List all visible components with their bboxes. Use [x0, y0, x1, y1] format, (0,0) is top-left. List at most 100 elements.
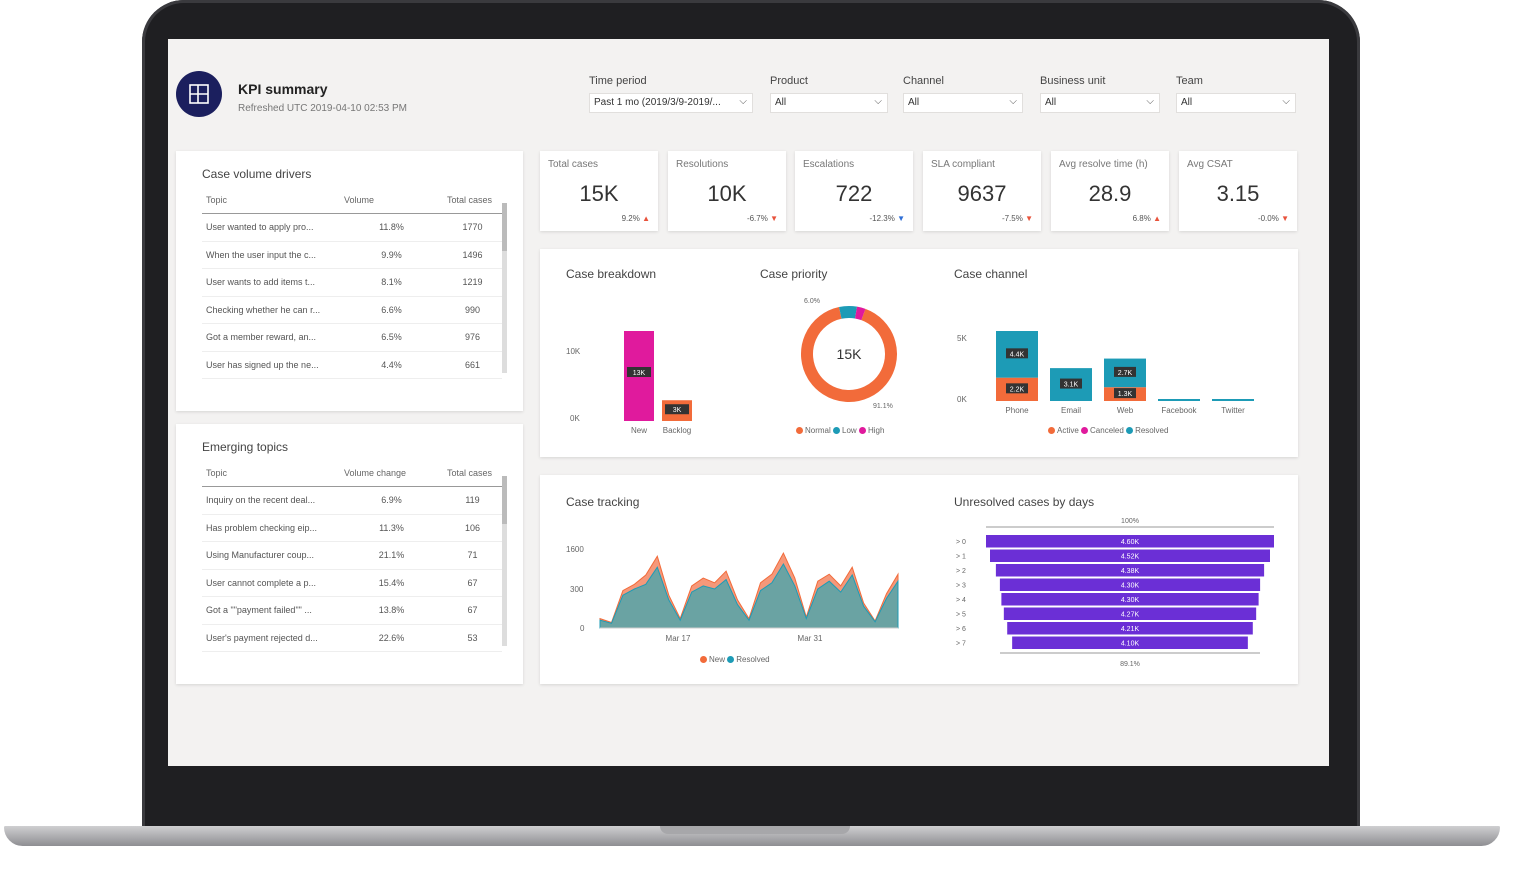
column-header-topic[interactable]: Topic: [202, 460, 340, 487]
channel-legend: Active Canceled Resolved: [1048, 426, 1168, 435]
table-row[interactable]: Inquiry on the recent deal... 6.9% 119: [202, 486, 502, 515]
table-row[interactable]: Has problem checking eip... 11.3% 106: [202, 514, 502, 542]
x-tick-label: Facebook: [1161, 406, 1197, 415]
topic-cell: Got a ""payment failed"" ...: [202, 596, 340, 625]
total-cell: 661: [443, 351, 502, 379]
value-cell: 8.1%: [340, 268, 443, 297]
y-tick-label: 1600: [566, 545, 584, 554]
kpi-tile[interactable]: Avg resolve time (h) 28.9 6.8% ▲: [1051, 151, 1169, 231]
column-header-topic[interactable]: Topic: [202, 187, 340, 214]
filter-label: Team: [1176, 75, 1203, 87]
value-cell: 6.5%: [340, 323, 443, 352]
y-tick-label: 10K: [566, 347, 581, 356]
value-cell: 9.9%: [340, 241, 443, 269]
table-row[interactable]: User's payment rejected d... 22.6% 53: [202, 624, 502, 652]
drivers-table: Topic Volume Total cases User wanted to …: [202, 187, 502, 379]
kpi-label: Total cases: [548, 159, 599, 170]
column-header-total-cases[interactable]: Total cases: [443, 187, 502, 214]
filter-label: Time period: [589, 75, 647, 87]
case-volume-drivers-card: Case volume drivers Topic Volume Total c…: [176, 151, 523, 411]
filter-channel[interactable]: Channel All ⌵: [903, 75, 1023, 113]
topic-cell: User has signed up the ne...: [202, 351, 340, 379]
business-unit-dropdown[interactable]: All ⌵: [1040, 93, 1160, 113]
kpi-tile[interactable]: Resolutions 10K -6.7% ▼: [668, 151, 786, 231]
topic-cell: User's payment rejected d...: [202, 624, 340, 652]
trend-arrow-icon: ▼: [1025, 214, 1033, 223]
table-row[interactable]: Got a member reward, an... 6.5% 976: [202, 323, 502, 352]
table-row[interactable]: User cannot complete a p... 15.4% 67: [202, 569, 502, 597]
kpi-label: Resolutions: [676, 159, 729, 170]
annotation: 6.0%: [804, 298, 820, 305]
trend-arrow-icon: ▼: [1281, 214, 1289, 223]
y-tick-label: 0: [580, 624, 585, 633]
funnel-bar: [995, 564, 1265, 577]
kpi-tile[interactable]: SLA compliant 9637 -7.5% ▼: [923, 151, 1041, 231]
data-label: 4.30K: [1121, 583, 1140, 590]
topic-cell: Inquiry on the recent deal...: [202, 486, 340, 515]
trend-arrow-icon: ▲: [642, 214, 650, 223]
kpi-tile[interactable]: Avg CSAT 3.15 -0.0% ▼: [1179, 151, 1297, 231]
table-row[interactable]: Got a ""payment failed"" ... 13.8% 67: [202, 596, 502, 625]
topic-cell: Checking whether he can r...: [202, 296, 340, 324]
value-cell: 11.8%: [340, 213, 443, 242]
value-cell: 4.4%: [340, 351, 443, 379]
dashboard-screen: KPI summary Refreshed UTC 2019-04-10 02:…: [168, 39, 1329, 766]
kpi-label: Avg CSAT: [1187, 159, 1233, 170]
x-tick-label: Email: [1061, 406, 1081, 415]
emerging-scrollbar[interactable]: [502, 476, 507, 646]
kpi-tile[interactable]: Escalations 722 -12.3% ▼: [795, 151, 913, 231]
data-label: 1.3K: [1118, 391, 1133, 398]
time-period-dropdown[interactable]: Past 1 mo (2019/3/9-2019/... ⌵: [589, 93, 753, 113]
table-row[interactable]: User wants to add items t... 8.1% 1219: [202, 268, 502, 297]
column-header-volume[interactable]: Volume: [340, 187, 443, 214]
table-row[interactable]: When the user input the c... 9.9% 1496: [202, 241, 502, 269]
y-tick-label: > 5: [956, 612, 966, 619]
filter-team[interactable]: Team All ⌵: [1176, 75, 1296, 113]
chevron-down-icon: ⌵: [1282, 96, 1290, 107]
kpi-tile[interactable]: Total cases 15K 9.2% ▲: [540, 151, 658, 231]
table-row[interactable]: User has signed up the ne... 4.4% 661: [202, 351, 502, 379]
data-label: 3.1K: [1064, 382, 1079, 389]
product-dropdown[interactable]: All ⌵: [770, 93, 888, 113]
filter-business-unit[interactable]: Business unit All ⌵: [1040, 75, 1160, 113]
kpi-value: 722: [835, 181, 873, 206]
table-row[interactable]: Checking whether he can r... 6.6% 990: [202, 296, 502, 324]
tracking-charts-svg: 1600 300 0 Mar 17 Mar 31 100% 4.60K > 0 4.52K > 1…: [566, 518, 1274, 668]
total-cell: 71: [443, 541, 502, 570]
scrollbar-thumb[interactable]: [502, 203, 507, 251]
y-tick-label: > 6: [956, 626, 966, 633]
donut-slice: [854, 306, 866, 321]
kpi-label: Escalations: [803, 159, 855, 170]
bar-resolved: [1158, 399, 1200, 401]
data-label: 4.52K: [1121, 554, 1140, 561]
kpi-value: 10K: [707, 181, 747, 206]
value-cell: 15.4%: [340, 569, 443, 597]
column-header-volume-change[interactable]: Volume change: [340, 460, 443, 487]
priority-legend: Normal Low High: [796, 426, 884, 435]
chevron-down-icon: ⌵: [1146, 96, 1154, 107]
value-cell: 6.6%: [340, 296, 443, 324]
donut-slice: [801, 307, 897, 402]
unresolved-title: Unresolved cases by days: [954, 495, 1095, 509]
channel-dropdown[interactable]: All ⌵: [903, 93, 1023, 113]
funnel-bar: [990, 549, 1270, 562]
value-cell: 13.8%: [340, 596, 443, 625]
funnel-bar: [1003, 607, 1257, 620]
emerging-topics-card: Emerging topics Topic Volume change Tota…: [176, 424, 523, 684]
team-dropdown[interactable]: All ⌵: [1176, 93, 1296, 113]
table-row[interactable]: Using Manufacturer coup... 21.1% 71: [202, 541, 502, 570]
column-header-total-cases[interactable]: Total cases: [443, 460, 502, 487]
filter-product[interactable]: Product All ⌵: [770, 75, 888, 113]
tracking-charts-card: Case tracking Unresolved cases by days 1…: [540, 475, 1298, 684]
case-tracking-title: Case tracking: [566, 495, 640, 509]
drivers-scrollbar[interactable]: [502, 203, 507, 373]
filter-time-period[interactable]: Time period Past 1 mo (2019/3/9-2019/...…: [589, 75, 753, 113]
y-tick-label: 5K: [957, 334, 967, 343]
table-row[interactable]: User wanted to apply pro... 11.8% 1770: [202, 213, 502, 242]
funnel-bottom-label: 89.1%: [1120, 661, 1140, 668]
y-tick-label: > 0: [956, 539, 966, 546]
data-label: 4.10K: [1121, 641, 1140, 648]
data-label: 4.27K: [1121, 612, 1140, 619]
scrollbar-thumb[interactable]: [502, 476, 507, 524]
filter-label: Product: [770, 75, 808, 87]
